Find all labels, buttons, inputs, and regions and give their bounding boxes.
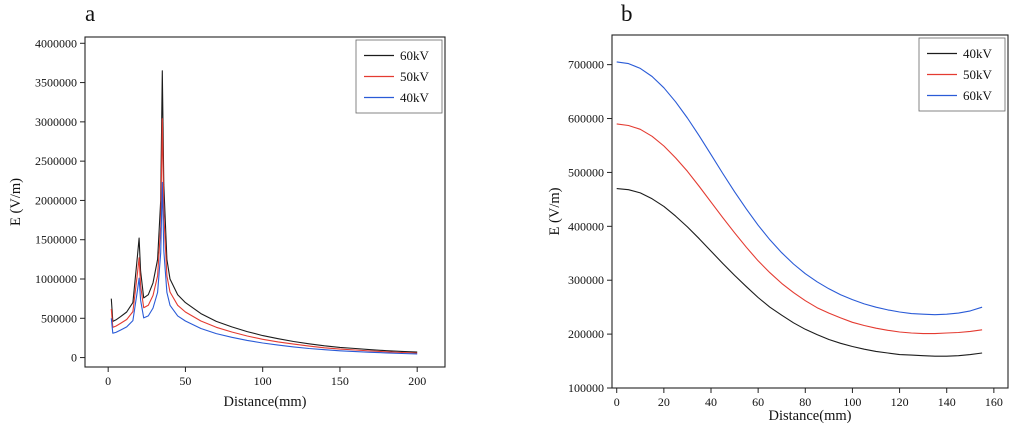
y-tick-label: 300000 <box>568 273 604 287</box>
x-tick-label: 0 <box>614 395 620 409</box>
y-tick-label: 700000 <box>568 58 604 72</box>
plot-frame <box>611 34 1009 389</box>
y-tick-label: 4000000 <box>35 36 77 50</box>
series-line-40kV <box>616 188 983 357</box>
x-tick-label: 120 <box>891 395 909 409</box>
x-tick-label: 50 <box>179 374 191 388</box>
x-axis-label: Distance(mm) <box>224 394 307 410</box>
plot-area <box>616 61 983 357</box>
x-tick-label: 0 <box>105 374 111 388</box>
x-tick-label: 200 <box>408 374 426 388</box>
y-tick-label: 100000 <box>568 381 604 395</box>
series-line-50kV <box>110 118 418 354</box>
panel-label-a: a <box>85 1 96 26</box>
y-tick-label: 500000 <box>568 165 604 179</box>
series-line-40kV <box>110 181 418 355</box>
y-tick-label: 2000000 <box>35 193 77 207</box>
y-tick-label: 1000000 <box>35 272 77 286</box>
series-line-60kV <box>110 70 418 353</box>
x-tick-label: 60 <box>752 395 764 409</box>
legend-label-60kV: 60kV <box>963 88 993 103</box>
y-tick-label: 500000 <box>41 311 77 325</box>
y-tick-label: 200000 <box>568 327 604 341</box>
y-tick-label: 0 <box>71 351 77 365</box>
y-axis-label: E (V/m) <box>8 178 24 226</box>
series-line-50kV <box>616 123 983 335</box>
chart-a-canvas: 0 50 100 150 200 0 500000 1000000 1500000 2000000… <box>8 36 446 410</box>
x-tick-label: 100 <box>254 374 272 388</box>
legend-label-40kV: 40kV <box>400 90 430 105</box>
x-tick-label: 40 <box>705 395 717 409</box>
y-tick-label: 3000000 <box>35 115 77 129</box>
chart-panel-a: a 0 50 100 150 200 0 500000 1000000 1500000 20000… <box>0 0 500 424</box>
x-tick-label: 100 <box>843 395 861 409</box>
y-tick-label: 600000 <box>568 112 604 126</box>
x-tick-label: 20 <box>658 395 670 409</box>
y-tick-label: 2500000 <box>35 154 77 168</box>
plot-frame <box>84 36 446 368</box>
series-line-60kV <box>616 61 983 316</box>
chart-b-canvas: 0 20 40 60 80 100 120 140 160 100000 200000 300000 4… <box>547 34 1009 424</box>
chart-panel-b: b 0 20 40 60 80 100 120 140 160 100000 200000 30000… <box>545 0 1024 424</box>
x-tick-label: 150 <box>331 374 349 388</box>
x-axis-label: Distance(mm) <box>769 408 852 424</box>
y-tick-label: 400000 <box>568 219 604 233</box>
x-tick-label: 160 <box>985 395 1003 409</box>
y-tick-label: 3500000 <box>35 76 77 90</box>
y-tick-label: 1500000 <box>35 233 77 247</box>
x-tick-label: 80 <box>799 395 811 409</box>
panel-label-b: b <box>621 1 633 26</box>
legend-label-60kV: 60kV <box>400 48 430 63</box>
y-axis-label: E (V/m) <box>547 187 563 235</box>
legend-label-40kV: 40kV <box>963 46 993 61</box>
legend-label-50kV: 50kV <box>963 67 993 82</box>
plot-area <box>110 70 418 355</box>
legend-label-50kV: 50kV <box>400 69 430 84</box>
x-tick-label: 140 <box>938 395 956 409</box>
